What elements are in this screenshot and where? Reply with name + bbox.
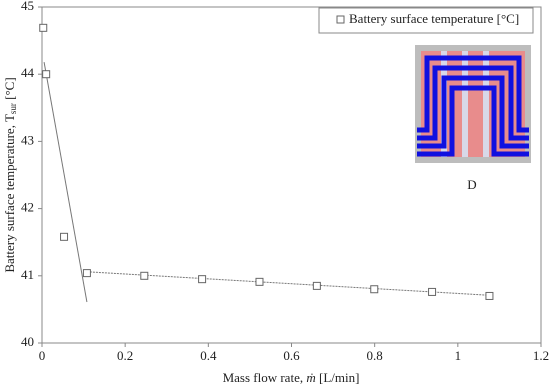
y-tick-label: 40	[21, 334, 34, 349]
x-tick-label: 0.4	[200, 348, 217, 363]
legend-label: Battery surface temperature [°C]	[349, 11, 519, 26]
inset-label: D	[467, 177, 476, 192]
point	[428, 287, 437, 296]
y-tick-label: 42	[21, 200, 34, 215]
x-tick-label: 1	[455, 348, 462, 363]
point	[485, 291, 494, 300]
point	[312, 281, 321, 290]
point	[39, 23, 48, 32]
x-label-text: Mass flow rate,	[223, 370, 307, 385]
x-axis-label: Mass flow rate, ṁ [L/min]	[223, 370, 360, 385]
x-label-unit: [L/min]	[316, 370, 360, 385]
point	[370, 285, 379, 294]
trendline	[43, 62, 88, 303]
x-tick-label: 0	[39, 348, 46, 363]
y-tick-label: 43	[21, 132, 34, 147]
point	[82, 269, 91, 278]
point	[255, 277, 264, 286]
x-label-symbol: ṁ	[306, 370, 315, 385]
legend-marker	[336, 15, 345, 24]
point	[42, 70, 51, 79]
trendline	[86, 271, 490, 296]
x-tick-label: 1.2	[533, 348, 549, 363]
legend: Battery surface temperature [°C]	[318, 7, 534, 34]
y-label-unit: [°C]	[2, 77, 17, 103]
y-axis-label: Battery surface temperature, Tsur [°C]	[2, 77, 18, 272]
inset-diagram: D	[415, 45, 531, 192]
x-tick-label: 0.6	[283, 348, 300, 363]
point	[140, 271, 149, 280]
x-tick-label: 0.8	[367, 348, 383, 363]
y-tick-label: 41	[21, 267, 34, 282]
y-tick-label: 45	[21, 0, 34, 13]
point	[198, 275, 207, 284]
point	[60, 232, 69, 241]
x-tick-label: 0.2	[117, 348, 133, 363]
y-label-text: Battery surface temperature, T	[2, 114, 17, 273]
y-tick-label: 44	[21, 65, 35, 80]
y-label-sub: sur	[8, 103, 18, 114]
